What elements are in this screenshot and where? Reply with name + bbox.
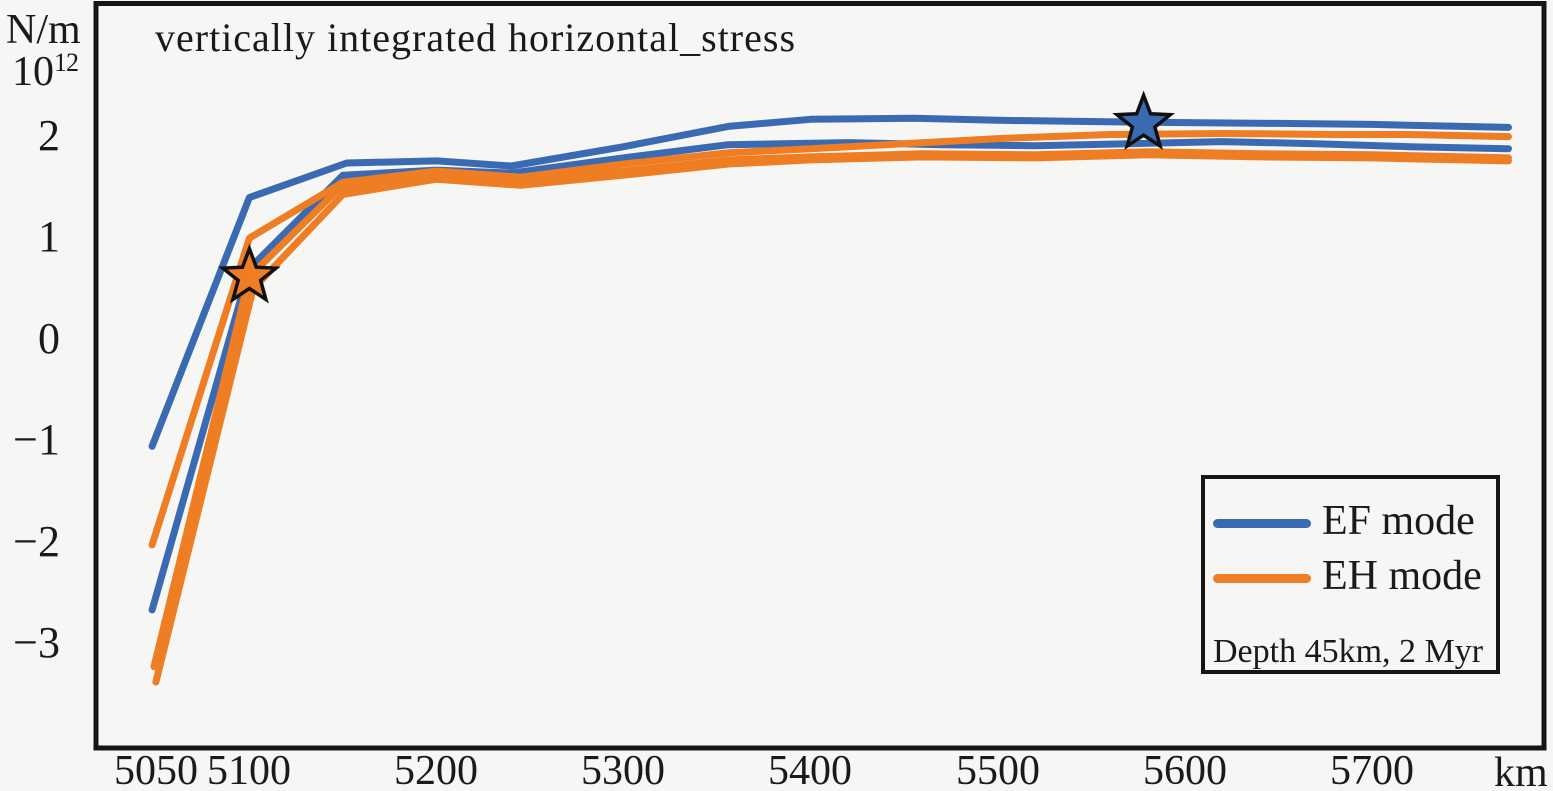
x-tick-label: 5100 (207, 748, 291, 791)
series-line-ef-line-1 (148, 114, 1512, 450)
series-line-eh-line-2 (150, 148, 1512, 671)
x-tick-label: 5050 (114, 748, 198, 791)
series-line-ef-line-2 (148, 138, 1512, 614)
y-tick-label: −2 (13, 517, 60, 566)
series-line-eh-line-1 (148, 130, 1512, 549)
plot-frame (93, 1, 1547, 751)
y-tick-label: 2 (38, 111, 60, 160)
legend-label-ef: EF mode (1322, 498, 1475, 544)
chart-title: vertically integrated horizontal_stress (155, 15, 797, 60)
power-exponent: 12 (54, 48, 79, 77)
legend-label-eh: EH mode (1322, 553, 1482, 599)
x-axis-unit-label: km (1494, 750, 1548, 791)
x-tick-label: 5600 (1143, 748, 1227, 791)
y-tick-label: −1 (13, 415, 60, 464)
y-tick-label: −3 (13, 618, 60, 667)
x-tick-label: 5500 (956, 748, 1040, 791)
star-marker-eh (218, 243, 281, 304)
y-axis-unit-label: N/m (6, 7, 81, 53)
y-tick-label: 1 (38, 212, 60, 261)
x-tick-label: 5700 (1330, 748, 1414, 791)
star-marker-ef (1112, 90, 1176, 151)
legend-note: Depth 45km, 2 Myr (1213, 633, 1484, 670)
y-axis-unit-power: 1012 (12, 48, 79, 96)
legend-box: EF mode EH mode Depth 45km, 2 Myr (1201, 475, 1500, 674)
legend-line-swatch-ef (1213, 519, 1311, 528)
x-tick-label: 5300 (581, 748, 665, 791)
legend-line-swatch-eh (1213, 574, 1311, 583)
power-base: 10 (12, 49, 54, 95)
x-tick-label: 5400 (768, 748, 852, 791)
x-tick-label: 5200 (394, 748, 478, 791)
y-tick-label: 0 (38, 314, 60, 363)
